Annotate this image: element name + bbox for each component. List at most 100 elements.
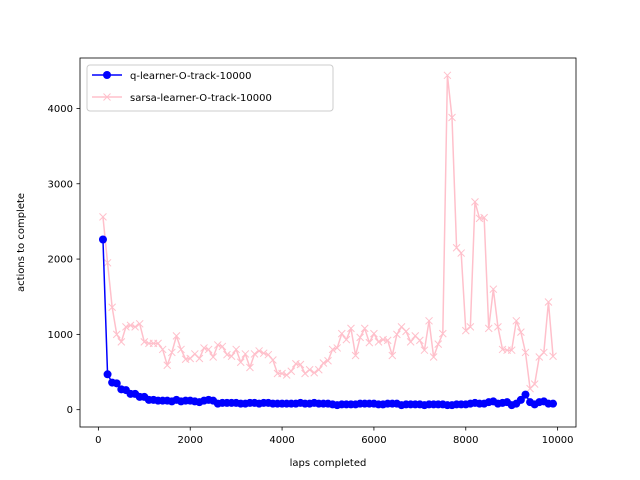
data-point	[269, 356, 277, 364]
data-point	[122, 322, 130, 331]
data-point	[480, 213, 489, 222]
data-point	[236, 358, 245, 367]
x-tick-label: 8000	[453, 435, 478, 446]
data-point	[347, 324, 355, 333]
data-point	[415, 336, 424, 345]
y-tick-label: 2000	[48, 255, 73, 266]
data-point	[126, 321, 135, 330]
data-point	[167, 348, 176, 357]
data-point	[549, 352, 557, 361]
data-point	[140, 338, 149, 346]
y-axis-label: actions to complete	[16, 193, 27, 292]
series-q-learner-O-track-10000	[98, 235, 558, 410]
data-point	[213, 341, 222, 349]
y-tick-label: 3000	[48, 179, 73, 190]
data-point	[494, 322, 502, 331]
data-point	[112, 330, 121, 339]
data-point	[434, 340, 443, 349]
data-point	[255, 347, 263, 355]
data-point	[131, 322, 139, 331]
data-point	[471, 197, 479, 206]
data-point	[287, 367, 296, 376]
legend: q-learner-O-track-10000 sarsa-learner-O-t…	[86, 64, 334, 112]
data-point	[512, 316, 521, 325]
data-point	[448, 113, 456, 122]
data-point	[282, 371, 291, 379]
data-point	[112, 379, 121, 388]
legend-marker	[103, 93, 111, 101]
data-point	[250, 350, 259, 358]
data-point	[232, 345, 241, 354]
data-point	[218, 342, 227, 351]
legend-box	[86, 64, 334, 112]
data-point	[360, 324, 369, 333]
data-point	[507, 346, 516, 355]
data-point	[356, 333, 365, 342]
data-point	[241, 350, 250, 358]
data-point	[374, 338, 383, 346]
y-tick-label: 4000	[48, 104, 73, 115]
x-tick-label: 0	[95, 435, 101, 446]
data-point	[117, 338, 126, 346]
data-point	[195, 354, 204, 363]
data-point	[301, 369, 309, 378]
data-point	[209, 353, 218, 361]
data-point	[333, 344, 342, 352]
data-point	[429, 353, 438, 361]
data-point	[200, 344, 208, 352]
data-point	[108, 303, 117, 312]
data-point	[443, 71, 452, 80]
data-point	[342, 335, 351, 344]
data-point	[425, 316, 433, 325]
data-point	[466, 322, 475, 331]
axes-frame	[79, 57, 577, 428]
data-point	[158, 345, 167, 354]
x-axis-label: laps completed	[290, 458, 367, 469]
data-point	[98, 235, 107, 244]
data-point	[227, 352, 236, 361]
legend-marker	[103, 71, 111, 79]
data-point	[324, 356, 332, 365]
data-point	[246, 363, 254, 372]
series-sarsa-learner-O-track-10000	[99, 71, 557, 393]
data-point	[351, 351, 360, 360]
data-point	[172, 332, 181, 340]
data-point	[457, 249, 466, 257]
data-point	[517, 328, 525, 336]
data-point	[204, 345, 213, 354]
data-point	[163, 361, 172, 370]
data-point	[370, 329, 378, 338]
data-point	[365, 338, 374, 347]
data-point	[103, 370, 112, 379]
x-tick-label: 6000	[361, 435, 386, 446]
data-point	[383, 336, 392, 345]
data-point	[402, 327, 410, 336]
data-point	[319, 359, 328, 367]
legend-label: sarsa-learner-O-track-10000	[130, 93, 272, 104]
y-tick-label: 1000	[48, 330, 73, 341]
legend-entry: q-learner-O-track-10000	[92, 71, 251, 82]
data-point	[461, 326, 470, 335]
data-point	[549, 399, 558, 408]
data-point	[328, 345, 337, 354]
legend-label: q-learner-O-track-10000	[130, 71, 251, 82]
data-point	[310, 368, 319, 377]
data-point	[337, 329, 346, 338]
data-point	[314, 365, 323, 374]
data-point	[103, 258, 112, 267]
plot-area	[98, 71, 558, 410]
data-point	[388, 351, 397, 360]
data-point	[539, 348, 548, 357]
axis-ticks: 0 2000 4000 6000 8000 10000 0 1000 2000 3000 4000	[48, 104, 574, 446]
data-point	[406, 338, 415, 346]
data-point	[521, 348, 530, 357]
legend-entries: q-learner-O-track-10000 sarsa-learner-O-t…	[92, 71, 272, 104]
data-point	[177, 345, 185, 354]
data-point	[484, 324, 493, 333]
data-point	[530, 380, 539, 388]
data-point	[135, 319, 144, 328]
x-tick-label: 4000	[269, 435, 294, 446]
data-point	[259, 349, 268, 358]
legend-entry: sarsa-learner-O-track-10000	[92, 93, 272, 104]
